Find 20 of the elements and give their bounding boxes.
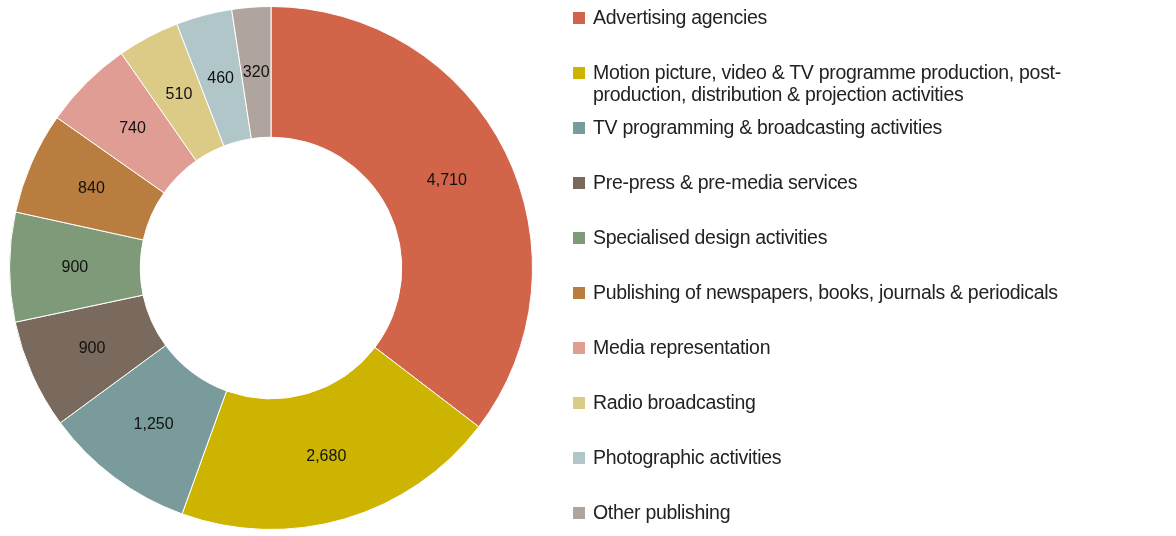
legend-label: Media representation	[593, 336, 771, 358]
data-label: 510	[165, 85, 193, 103]
data-label: 1,250	[133, 415, 174, 433]
data-label: 4,710	[426, 171, 467, 189]
legend-label: TV programming & broadcasting activities	[593, 116, 942, 138]
data-label: 460	[207, 68, 235, 86]
legend-label: Photographic activities	[593, 446, 782, 468]
data-label: 900	[78, 338, 106, 356]
data-label: 900	[61, 257, 89, 275]
legend-label: Motion picture, video & TV programme production, post-production, distribution & projection activities	[593, 61, 1062, 105]
data-label: 840	[78, 179, 105, 197]
data-label: 740	[119, 119, 147, 137]
legend-label: Pre-press & pre-media services	[593, 171, 858, 193]
legend-label: Advertising agencies	[593, 6, 767, 28]
legend-label: Publishing of newspapers, books, journals & periodicals	[593, 281, 1058, 303]
legend-label: Other publishing	[593, 501, 731, 523]
data-label: 2,680	[306, 446, 347, 464]
data-label: 320	[242, 62, 270, 80]
legend-label: Specialised design activities	[593, 226, 828, 248]
legend-label: Radio broadcasting	[593, 391, 756, 413]
